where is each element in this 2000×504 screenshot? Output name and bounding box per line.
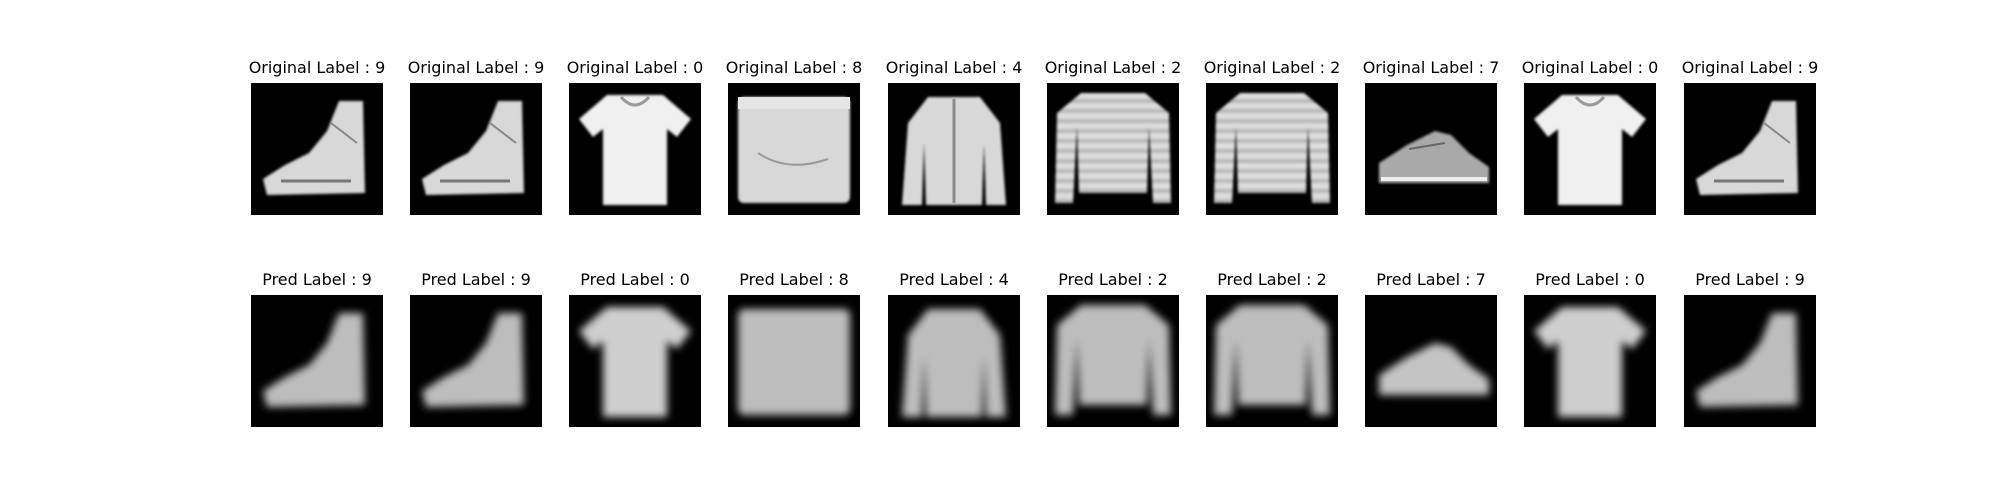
pred-image-5 — [888, 295, 1020, 427]
original-image-7 — [1206, 83, 1338, 215]
ankle-boot-icon — [1696, 101, 1798, 195]
pullover-icon — [1214, 93, 1330, 203]
pred-label-title-3: Pred Label : 0 — [580, 270, 690, 289]
original-image-5 — [888, 83, 1020, 215]
sneaker-icon — [1379, 131, 1489, 183]
bag-icon — [738, 309, 850, 415]
pred-image-6 — [1047, 295, 1179, 427]
original-label-title-10: Original Label : 9 — [1682, 58, 1819, 77]
t-shirt-icon — [579, 95, 691, 205]
original-image-10 — [1684, 83, 1816, 215]
t-shirt-icon — [1534, 307, 1646, 417]
original-image-2 — [410, 83, 542, 215]
pred-label-title-2: Pred Label : 9 — [421, 270, 531, 289]
pred-image-3 — [569, 295, 701, 427]
pred-label-title-8: Pred Label : 7 — [1376, 270, 1486, 289]
pred-image-7 — [1206, 295, 1338, 427]
original-label-title-4: Original Label : 8 — [726, 58, 863, 77]
pred-image-1 — [251, 295, 383, 427]
original-label-title-8: Original Label : 7 — [1363, 58, 1500, 77]
ankle-boot-icon — [263, 313, 365, 407]
original-label-title-6: Original Label : 2 — [1045, 58, 1182, 77]
pullover-icon — [1055, 305, 1171, 415]
t-shirt-icon — [579, 307, 691, 417]
coat-icon — [902, 97, 1006, 205]
original-label-title-2: Original Label : 9 — [408, 58, 545, 77]
ankle-boot-icon — [1696, 313, 1798, 407]
ankle-boot-icon — [422, 101, 524, 195]
original-image-8 — [1365, 83, 1497, 215]
original-image-1 — [251, 83, 383, 215]
pred-image-10 — [1684, 295, 1816, 427]
pullover-icon — [1055, 93, 1171, 203]
original-label-title-7: Original Label : 2 — [1204, 58, 1341, 77]
pred-label-title-6: Pred Label : 2 — [1058, 270, 1168, 289]
original-label-title-3: Original Label : 0 — [567, 58, 704, 77]
pred-image-8 — [1365, 295, 1497, 427]
original-image-4 — [728, 83, 860, 215]
t-shirt-icon — [1534, 95, 1646, 205]
pred-label-title-4: Pred Label : 8 — [739, 270, 849, 289]
original-image-6 — [1047, 83, 1179, 215]
row-original: Original Label : 9 Original Label : 9 Orig… — [249, 58, 1819, 215]
pred-image-4 — [728, 295, 860, 427]
pred-label-title-10: Pred Label : 9 — [1695, 270, 1805, 289]
pred-label-title-5: Pred Label : 4 — [899, 270, 1009, 289]
coat-icon — [902, 309, 1006, 417]
pred-label-title-7: Pred Label : 2 — [1217, 270, 1327, 289]
pred-label-title-1: Pred Label : 9 — [262, 270, 372, 289]
pred-image-2 — [410, 295, 542, 427]
pred-label-title-9: Pred Label : 0 — [1535, 270, 1645, 289]
original-label-title-5: Original Label : 4 — [886, 58, 1023, 77]
ankle-boot-icon — [422, 313, 524, 407]
sneaker-icon — [1379, 343, 1489, 395]
pred-image-9 — [1524, 295, 1656, 427]
bag-icon — [738, 97, 850, 203]
original-image-9 — [1524, 83, 1656, 215]
original-image-3 — [569, 83, 701, 215]
row-pred: Pred Label : 9 Pred Label : 9 Pred Label :… — [251, 270, 1816, 427]
pullover-icon — [1214, 305, 1330, 415]
ankle-boot-icon — [263, 101, 365, 195]
original-label-title-1: Original Label : 9 — [249, 58, 386, 77]
original-label-title-9: Original Label : 0 — [1522, 58, 1659, 77]
